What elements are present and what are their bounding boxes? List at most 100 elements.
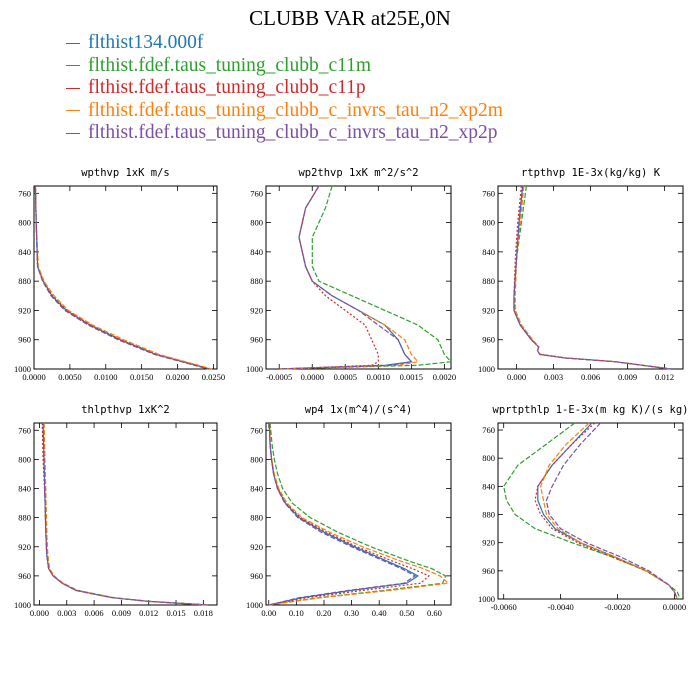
y-tick-label: 840 bbox=[482, 481, 495, 491]
series-line bbox=[279, 185, 413, 370]
series-line bbox=[540, 422, 678, 600]
y-tick-label: 920 bbox=[250, 542, 263, 552]
panel-2: rtpthvp 1E-3x(kg/kg) K 760 800 840 880 920 960… bbox=[478, 167, 684, 382]
y-tick-label: 760 bbox=[250, 425, 263, 435]
x-tick-label: 0.006 bbox=[85, 608, 104, 618]
x-tick-label: 0.0005 bbox=[334, 372, 357, 382]
x-tick-label: 0.10 bbox=[289, 608, 304, 618]
y-tick-label: 800 bbox=[250, 218, 263, 228]
series-line bbox=[268, 422, 420, 606]
page-title: CLUBB VAR at25E,0N bbox=[249, 6, 451, 30]
panel-title: rtpthvp 1E-3x(kg/kg) K bbox=[521, 167, 661, 179]
panel-1: wp2thvp 1xK m^2/s^2 760 800 840 880 920 960 100… bbox=[246, 167, 456, 382]
y-tick-label: 840 bbox=[250, 247, 263, 257]
y-tick-label: 760 bbox=[482, 188, 495, 198]
series-line bbox=[513, 185, 671, 370]
panel-4: wp4 1x(m^4)/(s^4)76080084088092096010000… bbox=[246, 404, 452, 618]
x-tick-label: 0.009 bbox=[112, 608, 131, 618]
y-tick-label: 960 bbox=[250, 571, 263, 581]
series-line bbox=[513, 185, 671, 370]
x-tick-label: 0.0150 bbox=[130, 372, 153, 382]
series-line bbox=[268, 422, 431, 606]
y-tick-label: 920 bbox=[482, 538, 495, 548]
y-tick-label: 960 bbox=[18, 571, 31, 581]
series-line bbox=[503, 422, 681, 600]
x-tick-label: 0.40 bbox=[372, 608, 387, 618]
x-tick-label: 0.0100 bbox=[94, 372, 117, 382]
x-tick-label: 0.018 bbox=[194, 608, 213, 618]
panel-3: thlpthvp 1xK^276080084088092096010000.00… bbox=[14, 404, 218, 618]
y-tick-label: 920 bbox=[18, 305, 31, 315]
y-tick-label: 920 bbox=[250, 305, 263, 315]
series-line bbox=[41, 422, 208, 606]
legend-swatch-1 bbox=[66, 65, 80, 67]
y-tick-label: 800 bbox=[482, 453, 495, 463]
x-tick-label: 0.00 bbox=[261, 608, 276, 618]
legend-swatch-3 bbox=[66, 110, 80, 112]
x-tick-label: 0.0250 bbox=[202, 372, 225, 382]
legend-item: flthist.fdef.taus_tuning_clubb_c11m bbox=[66, 55, 503, 78]
x-tick-label: 0.0000 bbox=[301, 372, 324, 382]
plot-frame bbox=[265, 185, 452, 370]
y-tick-label: 1000 bbox=[246, 600, 263, 610]
series-line bbox=[43, 422, 208, 606]
x-tick-label: 0.0050 bbox=[58, 372, 81, 382]
series-line bbox=[545, 422, 678, 600]
y-tick-label: 800 bbox=[482, 218, 495, 228]
panel-title: wpthvp 1xK m/s bbox=[81, 167, 170, 179]
panel-5: wprtpthlp 1-E-3x(m kg K)/(s kg) 760 800 840… bbox=[478, 404, 688, 612]
x-tick-label: -0.0040 bbox=[548, 602, 574, 612]
y-tick-label: 760 bbox=[18, 188, 31, 198]
plot-frame bbox=[265, 422, 452, 606]
x-tick-label: 0.60 bbox=[427, 608, 442, 618]
x-tick-label: 0.003 bbox=[544, 372, 563, 382]
plot-frame bbox=[33, 185, 218, 370]
y-tick-label: 760 bbox=[250, 188, 263, 198]
y-tick-label: 840 bbox=[18, 484, 31, 494]
legend-swatch-0 bbox=[66, 42, 80, 44]
y-tick-label: 880 bbox=[18, 276, 31, 286]
legend-item: flthist.fdef.taus_tuning_clubb_c_invrs_t… bbox=[66, 100, 503, 123]
x-tick-label: 0.30 bbox=[344, 608, 359, 618]
x-tick-label: 0.012 bbox=[655, 372, 674, 382]
series-line bbox=[513, 185, 671, 370]
y-tick-label: 840 bbox=[250, 484, 263, 494]
y-tick-label: 880 bbox=[482, 510, 495, 520]
x-tick-label: 0.006 bbox=[581, 372, 600, 382]
series-line bbox=[537, 422, 678, 600]
x-tick-label: -0.0005 bbox=[266, 372, 292, 382]
y-tick-label: 840 bbox=[18, 247, 31, 257]
y-tick-label: 880 bbox=[250, 513, 263, 523]
x-tick-label: 0.50 bbox=[399, 608, 414, 618]
y-tick-label: 1000 bbox=[246, 364, 263, 374]
y-tick-label: 760 bbox=[482, 425, 495, 435]
y-tick-label: 880 bbox=[18, 513, 31, 523]
legend-item: flthist134.000f bbox=[66, 32, 503, 55]
series-line bbox=[534, 422, 678, 600]
x-tick-label: 0.20 bbox=[317, 608, 332, 618]
series-line bbox=[34, 185, 209, 370]
legend-label: flthist.fdef.taus_tuning_clubb_c11m bbox=[88, 54, 372, 76]
series-line bbox=[514, 185, 671, 370]
series-line bbox=[279, 185, 413, 370]
y-tick-label: 880 bbox=[482, 276, 495, 286]
y-tick-label: 1000 bbox=[14, 600, 31, 610]
x-tick-label: 0.0000 bbox=[663, 602, 686, 612]
x-tick-label: 0.000 bbox=[507, 372, 526, 382]
panel-title: wp4 1x(m^4)/(s^4) bbox=[305, 404, 412, 416]
x-tick-label: 0.000 bbox=[30, 608, 49, 618]
plot-frame bbox=[33, 422, 218, 606]
y-tick-label: 920 bbox=[18, 542, 31, 552]
y-tick-label: 800 bbox=[18, 218, 31, 228]
series-line bbox=[42, 422, 208, 606]
series-line bbox=[268, 422, 447, 606]
legend-swatch-4 bbox=[66, 132, 80, 134]
legend-item: flthist.fdef.taus_tuning_clubb_c_invrs_t… bbox=[66, 122, 503, 145]
series-line bbox=[268, 422, 417, 606]
legend-label: flthist134.000f bbox=[88, 32, 204, 54]
x-tick-label: 0.009 bbox=[618, 372, 637, 382]
y-tick-label: 1000 bbox=[14, 364, 31, 374]
y-tick-label: 960 bbox=[482, 335, 495, 345]
x-tick-label: 0.003 bbox=[57, 608, 76, 618]
legend-label: flthist.fdef.taus_tuning_clubb_c11p bbox=[88, 77, 366, 99]
